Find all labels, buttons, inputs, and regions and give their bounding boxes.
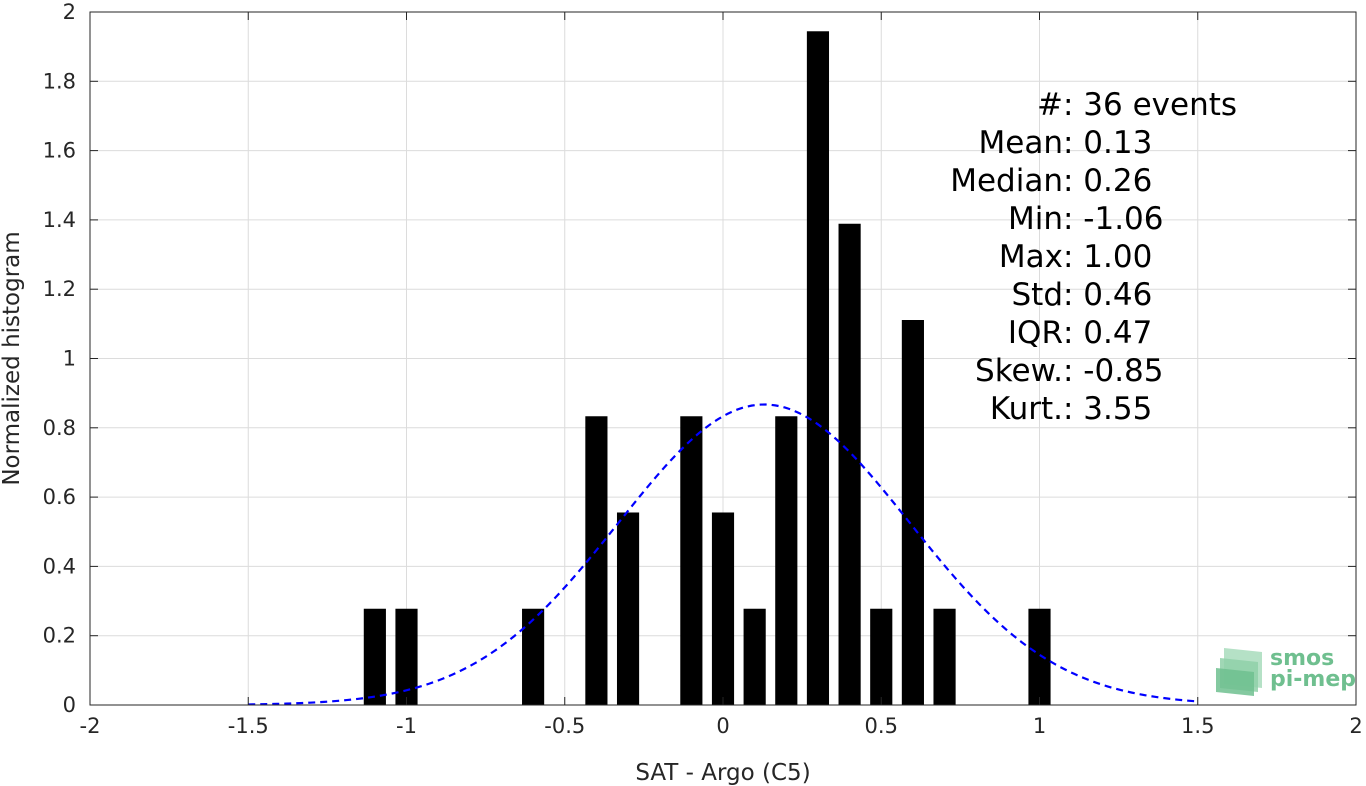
stat-label: Min — [1008, 201, 1063, 237]
histogram-bar — [870, 608, 893, 705]
x-tick-label: 1 — [1033, 714, 1046, 738]
y-tick-label: 0.6 — [43, 485, 76, 509]
y-tick-label: 0 — [63, 693, 76, 717]
histogram-bar — [743, 608, 766, 705]
histogram-bar — [711, 512, 735, 705]
y-tick-label: 1 — [63, 347, 76, 371]
stat-label: Mean — [979, 125, 1063, 161]
histogram-bar — [363, 608, 386, 705]
stat-value: : 0.47 — [1063, 315, 1152, 351]
stat-label: Kurt. — [990, 391, 1063, 427]
stat-value: : 0.26 — [1063, 163, 1152, 199]
x-tick-label: -0.5 — [544, 714, 585, 738]
x-tick-label: 0 — [716, 714, 729, 738]
histogram-bar — [395, 608, 418, 705]
logo-text-pimep: pi-mep — [1270, 667, 1356, 692]
histogram-bar — [616, 512, 640, 705]
stat-value: : 36 events — [1063, 87, 1237, 123]
histogram-bar — [585, 416, 608, 705]
x-tick-label: 0.5 — [865, 714, 898, 738]
histogram-bar — [1028, 608, 1051, 705]
histogram-bar — [680, 416, 703, 705]
stat-label: IQR — [1008, 315, 1063, 351]
x-tick-label: -2 — [80, 714, 101, 738]
stat-label: Median — [950, 163, 1063, 199]
histogram-bar — [522, 608, 545, 705]
histogram-bar — [806, 31, 830, 706]
y-tick-label: 0.2 — [43, 624, 76, 648]
stat-value: : -0.85 — [1063, 353, 1164, 389]
fit-curve-line — [248, 403, 1198, 706]
y-tick-label: 1.8 — [43, 69, 76, 93]
x-tick-label: 2 — [1349, 714, 1362, 738]
x-tick-label: -1 — [396, 714, 417, 738]
logo-mark-icon — [1216, 648, 1262, 696]
logo-text-smos: smos — [1270, 646, 1334, 671]
histogram-bars — [363, 31, 1051, 706]
histogram-bar — [901, 320, 924, 705]
stat-value: : -1.06 — [1063, 201, 1164, 237]
x-tick-label: -1.5 — [228, 714, 269, 738]
tick-labels: -2 -1.5 -1 -0.5 0 0.5 1 1.5 2 0 0.2 0.4 0.6 0.8 1 1.2 1.… — [43, 0, 1363, 738]
stat-value: : 3.55 — [1063, 391, 1152, 427]
y-tick-label: 1.4 — [43, 208, 76, 232]
gaussian-fit — [248, 403, 1198, 706]
histogram-bar — [933, 608, 956, 705]
y-tick-label: 1.6 — [43, 139, 76, 163]
histogram-bar — [775, 416, 798, 705]
stat-label: Max — [999, 239, 1063, 275]
y-tick-label: 0.4 — [43, 554, 76, 578]
smos-pimep-logo: smos pi-mep — [1216, 646, 1356, 696]
grid-lines — [89, 11, 1357, 706]
x-tick-label: 1.5 — [1181, 714, 1214, 738]
plot-frame — [89, 11, 1357, 706]
stat-value: : 0.46 — [1063, 277, 1152, 313]
histogram-bar — [838, 223, 861, 705]
stat-label: Std — [1011, 277, 1063, 313]
y-axis-title: Normalized histogram — [0, 231, 25, 485]
y-tick-label: 2 — [63, 0, 76, 24]
stat-value: : 1.00 — [1063, 239, 1152, 275]
axes — [89, 11, 1357, 706]
x-axis-title: SAT - Argo (C5) — [635, 760, 810, 786]
y-tick-label: 0.8 — [43, 416, 76, 440]
y-tick-label: 1.2 — [43, 277, 76, 301]
stat-label: Skew. — [975, 353, 1063, 389]
stat-label: # — [1037, 87, 1063, 123]
stat-value: : 0.13 — [1063, 125, 1152, 161]
